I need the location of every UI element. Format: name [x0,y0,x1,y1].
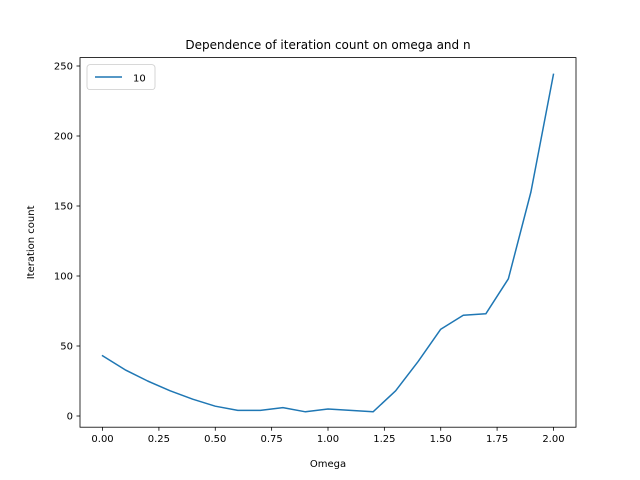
x-tick-label: 0.00 [91,434,113,445]
x-axis-ticks: 0.00 0.25 0.50 0.75 1.00 1.25 1.50 1.75 2.00 [91,427,565,445]
chart-title: Dependence of iteration count on omega a… [185,38,470,52]
x-tick-label: 0.25 [148,434,170,445]
x-tick-label: 1.75 [486,434,508,445]
series-layer [101,73,555,413]
y-tick-label: 200 [54,132,73,143]
x-tick-label: 1.50 [430,434,452,445]
y-axis-label: Iteration count [26,205,37,279]
y-axis-ticks: 0 50 100 150 200 250 [54,62,80,423]
x-tick-label: 0.50 [204,434,226,445]
x-tick-label: 2.00 [542,434,564,445]
legend-series-label: 10 [133,74,146,85]
legend: 10 [86,64,156,90]
x-tick-label: 1.25 [373,434,395,445]
plot-area-frame [79,57,577,428]
y-tick-label: 100 [54,272,73,283]
series-line-10 [101,73,555,413]
y-tick-label: 250 [54,62,73,73]
x-tick-label: 1.00 [317,434,339,445]
x-tick-label: 0.75 [261,434,283,445]
y-tick-label: 50 [60,342,73,353]
y-tick-label: 0 [67,412,73,423]
x-axis-label: Omega [310,459,346,470]
y-tick-label: 150 [54,202,73,213]
